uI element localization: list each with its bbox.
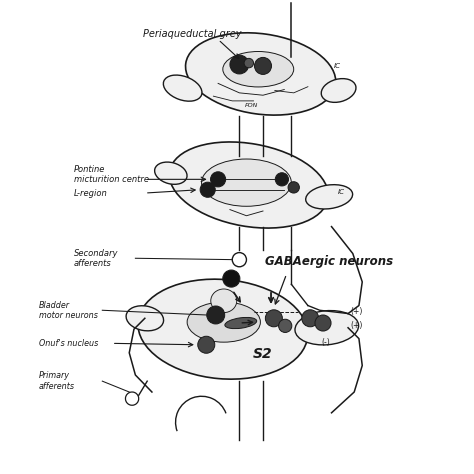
Circle shape	[198, 336, 215, 353]
Ellipse shape	[169, 142, 328, 228]
Ellipse shape	[155, 162, 187, 184]
Circle shape	[279, 319, 292, 332]
Circle shape	[315, 315, 331, 331]
Text: Pontine
micturition centre: Pontine micturition centre	[74, 165, 149, 184]
Ellipse shape	[321, 79, 356, 102]
Circle shape	[210, 172, 226, 187]
Circle shape	[288, 182, 300, 193]
Circle shape	[230, 55, 249, 74]
Ellipse shape	[211, 289, 237, 313]
Text: GABAergic neurons: GABAergic neurons	[265, 255, 393, 268]
Circle shape	[265, 310, 283, 327]
Circle shape	[232, 253, 246, 267]
Ellipse shape	[126, 306, 164, 331]
Ellipse shape	[225, 318, 257, 328]
Ellipse shape	[201, 159, 292, 206]
Circle shape	[244, 58, 254, 68]
Ellipse shape	[164, 75, 202, 101]
Circle shape	[275, 173, 289, 186]
Ellipse shape	[187, 302, 260, 342]
Ellipse shape	[306, 185, 353, 209]
Circle shape	[223, 270, 240, 287]
Text: (-): (-)	[321, 338, 330, 347]
Circle shape	[255, 57, 272, 74]
Text: Secondary
afferents: Secondary afferents	[74, 248, 118, 268]
Circle shape	[207, 306, 225, 324]
Text: L-region: L-region	[74, 189, 108, 198]
Ellipse shape	[185, 33, 336, 115]
Text: Onuf's nucleus: Onuf's nucleus	[38, 339, 98, 348]
Circle shape	[200, 182, 215, 197]
Text: IC: IC	[334, 63, 341, 69]
Text: Primary
afferents: Primary afferents	[38, 372, 74, 391]
Text: S2: S2	[253, 346, 273, 361]
Ellipse shape	[295, 310, 359, 345]
Text: Periaqueductal grey: Periaqueductal grey	[143, 29, 241, 39]
Text: (+): (+)	[350, 307, 362, 316]
Text: IC: IC	[337, 190, 345, 195]
Ellipse shape	[223, 52, 294, 87]
Text: PON: PON	[245, 103, 258, 108]
Circle shape	[302, 310, 319, 327]
Text: Bladder
motor neurons: Bladder motor neurons	[38, 301, 97, 320]
Text: (+): (+)	[350, 321, 362, 330]
Ellipse shape	[138, 279, 308, 379]
